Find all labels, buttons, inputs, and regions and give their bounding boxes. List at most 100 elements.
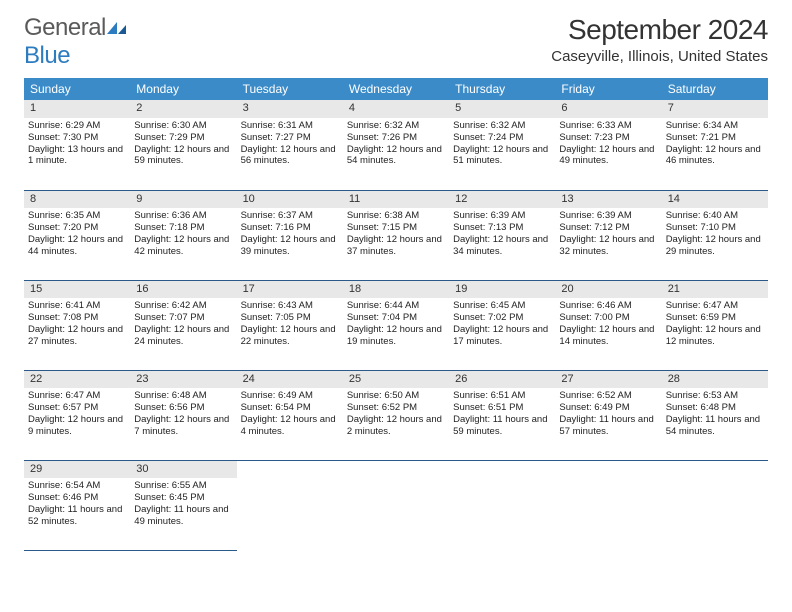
sunset-value: Sunset: 6:48 PM bbox=[666, 402, 764, 414]
sunset-value: Sunset: 7:10 PM bbox=[666, 222, 764, 234]
sunrise-value: Sunrise: 6:47 AM bbox=[28, 390, 126, 402]
sunset-value: Sunset: 6:51 PM bbox=[453, 402, 551, 414]
sunset-value: Sunset: 7:08 PM bbox=[28, 312, 126, 324]
day-body: Sunrise: 6:55 AMSunset: 6:45 PMDaylight:… bbox=[130, 478, 236, 532]
day-number: 24 bbox=[237, 371, 343, 389]
sunset-value: Sunset: 7:24 PM bbox=[453, 132, 551, 144]
empty-cell bbox=[237, 460, 343, 550]
day-number: 4 bbox=[343, 100, 449, 118]
day-body: Sunrise: 6:51 AMSunset: 6:51 PMDaylight:… bbox=[449, 388, 555, 442]
day-cell: 10Sunrise: 6:37 AMSunset: 7:16 PMDayligh… bbox=[237, 190, 343, 280]
sunset-value: Sunset: 7:13 PM bbox=[453, 222, 551, 234]
sunset-value: Sunset: 7:29 PM bbox=[134, 132, 232, 144]
day-number: 18 bbox=[343, 281, 449, 299]
sunset-value: Sunset: 7:27 PM bbox=[241, 132, 339, 144]
day-number: 13 bbox=[555, 191, 661, 209]
day-cell: 16Sunrise: 6:42 AMSunset: 7:07 PMDayligh… bbox=[130, 280, 236, 370]
sunrise-value: Sunrise: 6:43 AM bbox=[241, 300, 339, 312]
day-body: Sunrise: 6:40 AMSunset: 7:10 PMDaylight:… bbox=[662, 208, 768, 262]
day-cell: 12Sunrise: 6:39 AMSunset: 7:13 PMDayligh… bbox=[449, 190, 555, 280]
logo-text-1: General bbox=[24, 14, 106, 41]
daylight-value: Daylight: 12 hours and 27 minutes. bbox=[28, 324, 126, 348]
sunrise-value: Sunrise: 6:53 AM bbox=[666, 390, 764, 402]
day-body: Sunrise: 6:32 AMSunset: 7:24 PMDaylight:… bbox=[449, 118, 555, 172]
day-cell: 5Sunrise: 6:32 AMSunset: 7:24 PMDaylight… bbox=[449, 100, 555, 190]
day-body: Sunrise: 6:35 AMSunset: 7:20 PMDaylight:… bbox=[24, 208, 130, 262]
daylight-value: Daylight: 12 hours and 17 minutes. bbox=[453, 324, 551, 348]
day-body: Sunrise: 6:38 AMSunset: 7:15 PMDaylight:… bbox=[343, 208, 449, 262]
day-number: 5 bbox=[449, 100, 555, 118]
sunrise-value: Sunrise: 6:33 AM bbox=[559, 120, 657, 132]
day-body: Sunrise: 6:48 AMSunset: 6:56 PMDaylight:… bbox=[130, 388, 236, 442]
day-body: Sunrise: 6:36 AMSunset: 7:18 PMDaylight:… bbox=[130, 208, 236, 262]
day-body: Sunrise: 6:44 AMSunset: 7:04 PMDaylight:… bbox=[343, 298, 449, 352]
sunrise-value: Sunrise: 6:31 AM bbox=[241, 120, 339, 132]
daylight-value: Daylight: 12 hours and 44 minutes. bbox=[28, 234, 126, 258]
daylight-value: Daylight: 12 hours and 49 minutes. bbox=[559, 144, 657, 168]
sunrise-value: Sunrise: 6:51 AM bbox=[453, 390, 551, 402]
day-cell: 27Sunrise: 6:52 AMSunset: 6:49 PMDayligh… bbox=[555, 370, 661, 460]
daylight-value: Daylight: 12 hours and 39 minutes. bbox=[241, 234, 339, 258]
day-cell: 26Sunrise: 6:51 AMSunset: 6:51 PMDayligh… bbox=[449, 370, 555, 460]
daylight-value: Daylight: 11 hours and 54 minutes. bbox=[666, 414, 764, 438]
day-number: 25 bbox=[343, 371, 449, 389]
day-cell: 7Sunrise: 6:34 AMSunset: 7:21 PMDaylight… bbox=[662, 100, 768, 190]
sunrise-value: Sunrise: 6:47 AM bbox=[666, 300, 764, 312]
day-cell: 13Sunrise: 6:39 AMSunset: 7:12 PMDayligh… bbox=[555, 190, 661, 280]
daylight-value: Daylight: 11 hours and 59 minutes. bbox=[453, 414, 551, 438]
day-cell: 9Sunrise: 6:36 AMSunset: 7:18 PMDaylight… bbox=[130, 190, 236, 280]
day-cell: 25Sunrise: 6:50 AMSunset: 6:52 PMDayligh… bbox=[343, 370, 449, 460]
day-cell: 21Sunrise: 6:47 AMSunset: 6:59 PMDayligh… bbox=[662, 280, 768, 370]
day-number: 23 bbox=[130, 371, 236, 389]
day-body: Sunrise: 6:33 AMSunset: 7:23 PMDaylight:… bbox=[555, 118, 661, 172]
day-cell: 24Sunrise: 6:49 AMSunset: 6:54 PMDayligh… bbox=[237, 370, 343, 460]
calendar-row: 1Sunrise: 6:29 AMSunset: 7:30 PMDaylight… bbox=[24, 100, 768, 190]
day-number: 19 bbox=[449, 281, 555, 299]
calendar-row: 8Sunrise: 6:35 AMSunset: 7:20 PMDaylight… bbox=[24, 190, 768, 280]
dow-saturday: Saturday bbox=[662, 78, 768, 100]
day-cell: 14Sunrise: 6:40 AMSunset: 7:10 PMDayligh… bbox=[662, 190, 768, 280]
day-number: 1 bbox=[24, 100, 130, 118]
sunrise-value: Sunrise: 6:49 AM bbox=[241, 390, 339, 402]
day-cell: 17Sunrise: 6:43 AMSunset: 7:05 PMDayligh… bbox=[237, 280, 343, 370]
daylight-value: Daylight: 12 hours and 32 minutes. bbox=[559, 234, 657, 258]
day-cell: 22Sunrise: 6:47 AMSunset: 6:57 PMDayligh… bbox=[24, 370, 130, 460]
day-body: Sunrise: 6:34 AMSunset: 7:21 PMDaylight:… bbox=[662, 118, 768, 172]
daylight-value: Daylight: 12 hours and 46 minutes. bbox=[666, 144, 764, 168]
sunset-value: Sunset: 7:20 PM bbox=[28, 222, 126, 234]
day-number: 14 bbox=[662, 191, 768, 209]
sunrise-value: Sunrise: 6:45 AM bbox=[453, 300, 551, 312]
sunrise-value: Sunrise: 6:29 AM bbox=[28, 120, 126, 132]
sail-icon bbox=[106, 21, 128, 35]
day-body: Sunrise: 6:45 AMSunset: 7:02 PMDaylight:… bbox=[449, 298, 555, 352]
day-body: Sunrise: 6:54 AMSunset: 6:46 PMDaylight:… bbox=[24, 478, 130, 532]
calendar-grid: Sunday Monday Tuesday Wednesday Thursday… bbox=[24, 78, 768, 551]
day-body: Sunrise: 6:39 AMSunset: 7:13 PMDaylight:… bbox=[449, 208, 555, 262]
daylight-value: Daylight: 12 hours and 4 minutes. bbox=[241, 414, 339, 438]
daylight-value: Daylight: 12 hours and 19 minutes. bbox=[347, 324, 445, 348]
day-cell: 6Sunrise: 6:33 AMSunset: 7:23 PMDaylight… bbox=[555, 100, 661, 190]
day-number: 27 bbox=[555, 371, 661, 389]
sunrise-value: Sunrise: 6:38 AM bbox=[347, 210, 445, 222]
sunrise-value: Sunrise: 6:52 AM bbox=[559, 390, 657, 402]
dow-monday: Monday bbox=[130, 78, 236, 100]
day-number: 21 bbox=[662, 281, 768, 299]
day-number: 2 bbox=[130, 100, 236, 118]
day-body: Sunrise: 6:32 AMSunset: 7:26 PMDaylight:… bbox=[343, 118, 449, 172]
sunrise-value: Sunrise: 6:37 AM bbox=[241, 210, 339, 222]
dow-friday: Friday bbox=[555, 78, 661, 100]
daylight-value: Daylight: 11 hours and 57 minutes. bbox=[559, 414, 657, 438]
daylight-value: Daylight: 12 hours and 59 minutes. bbox=[134, 144, 232, 168]
day-cell: 28Sunrise: 6:53 AMSunset: 6:48 PMDayligh… bbox=[662, 370, 768, 460]
sunrise-value: Sunrise: 6:54 AM bbox=[28, 480, 126, 492]
daylight-value: Daylight: 13 hours and 1 minute. bbox=[28, 144, 126, 168]
day-number: 16 bbox=[130, 281, 236, 299]
calendar-row: 15Sunrise: 6:41 AMSunset: 7:08 PMDayligh… bbox=[24, 280, 768, 370]
empty-cell bbox=[343, 460, 449, 550]
header: GeneralBlue September 2024 Caseyville, I… bbox=[24, 14, 768, 70]
day-body: Sunrise: 6:46 AMSunset: 7:00 PMDaylight:… bbox=[555, 298, 661, 352]
sunset-value: Sunset: 6:56 PM bbox=[134, 402, 232, 414]
sunset-value: Sunset: 6:52 PM bbox=[347, 402, 445, 414]
sunrise-value: Sunrise: 6:32 AM bbox=[453, 120, 551, 132]
day-cell: 20Sunrise: 6:46 AMSunset: 7:00 PMDayligh… bbox=[555, 280, 661, 370]
